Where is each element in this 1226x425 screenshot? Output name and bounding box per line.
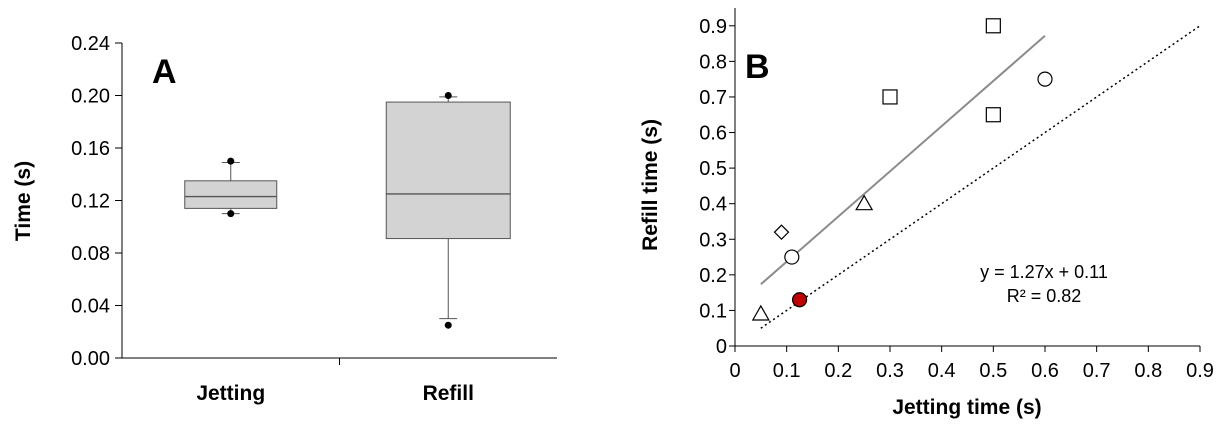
triangle-marker [855, 194, 874, 211]
circle-marker [784, 249, 800, 265]
y-tick-label-a: 0.24 [71, 33, 110, 55]
y-tick-label-a: 0.00 [71, 348, 110, 370]
x-tick-label-b: 0.4 [928, 360, 956, 382]
axes-b: 0 0.1 0.2 0.3 0.4 0.5 0.6 0.7 0.8 0.9 0 0.1 0.2 0.3 0.… [699, 8, 1214, 382]
box-iqr [385, 101, 511, 240]
axes-a: 0.00 0.04 0.08 0.12 0.16 0.20 0.24 Jetting Refil… [71, 33, 557, 405]
box-iqr [184, 180, 278, 209]
x-tick-label-b: 0.1 [773, 360, 801, 382]
square-marker [985, 107, 1001, 123]
y-tick-label-b: 0.4 [699, 194, 727, 216]
x-tick-label-b: 0.5 [979, 360, 1007, 382]
y-tick-label-b: 0.1 [699, 300, 727, 322]
boxes-a [184, 92, 511, 329]
x-tick-label-b: 0.7 [1083, 360, 1111, 382]
x-axis-title-b: Jetting time (s) [892, 396, 1041, 419]
y-axis-title-b: Refill time (s) [639, 119, 662, 251]
y-tick-label-b: 0.8 [699, 51, 727, 73]
y-tick-label-b: 0.6 [699, 123, 727, 145]
panel-label-a: A [152, 53, 177, 91]
circle-marker [1037, 71, 1053, 87]
x-tick-label-b: 0 [729, 360, 740, 382]
y-tick-label-a: 0.16 [71, 138, 110, 160]
x-tick-label-b: 0.2 [824, 360, 852, 382]
x-tick-label-b: 0.3 [876, 360, 904, 382]
triangle-marker [751, 304, 770, 321]
y-tick-label-b: 0.2 [699, 265, 727, 287]
x-category-label-a: Refill [423, 382, 474, 405]
panel-label-b: B [745, 48, 770, 86]
outlier-point [227, 157, 235, 165]
box-jetting [184, 157, 278, 218]
box-plot-panel-a: A Time (s) 0.00 0.04 0.08 0.12 0.16 0.20 0.24 J… [12, 33, 557, 405]
points-b [751, 18, 1053, 321]
circle-marker [791, 292, 808, 308]
box-refill [385, 92, 511, 329]
y-tick-label-b: 0.7 [699, 87, 727, 109]
y-tick-label-b: 0.9 [699, 16, 727, 38]
outlier-point [444, 92, 452, 99]
y-tick-label-a: 0.12 [71, 191, 110, 213]
x-tick-label-b: 0.6 [1031, 360, 1059, 382]
lines-b [760, 25, 1201, 329]
regression-line [760, 34, 1046, 286]
x-category-label-a: Jetting [196, 382, 265, 405]
y-tick-label-b: 0 [716, 336, 727, 358]
y-tick-label-a: 0.08 [71, 243, 110, 265]
scatter-panel-b: B Refill time (s) Jetting time (s) 00.10… [639, 8, 1214, 419]
x-tick-label-b: 0.9 [1186, 360, 1214, 382]
r-squared: R² = 0.82 [1007, 286, 1082, 306]
y-tick-label-b: 0.3 [699, 229, 727, 251]
y-tick-label-b: 0.5 [699, 158, 727, 180]
square-marker [985, 18, 1001, 34]
identity-line [760, 25, 1201, 329]
y-tick-label-a: 0.04 [71, 296, 110, 318]
outlier-point [444, 321, 452, 329]
y-axis-title-a: Time (s) [12, 161, 35, 241]
y-tick-label-a: 0.20 [71, 86, 110, 108]
outlier-point [227, 210, 235, 218]
square-marker [882, 89, 898, 105]
x-tick-label-b: 0.8 [1134, 360, 1162, 382]
regression-equation: y = 1.27x + 0.11 [980, 262, 1108, 282]
diamond-marker [773, 224, 790, 240]
